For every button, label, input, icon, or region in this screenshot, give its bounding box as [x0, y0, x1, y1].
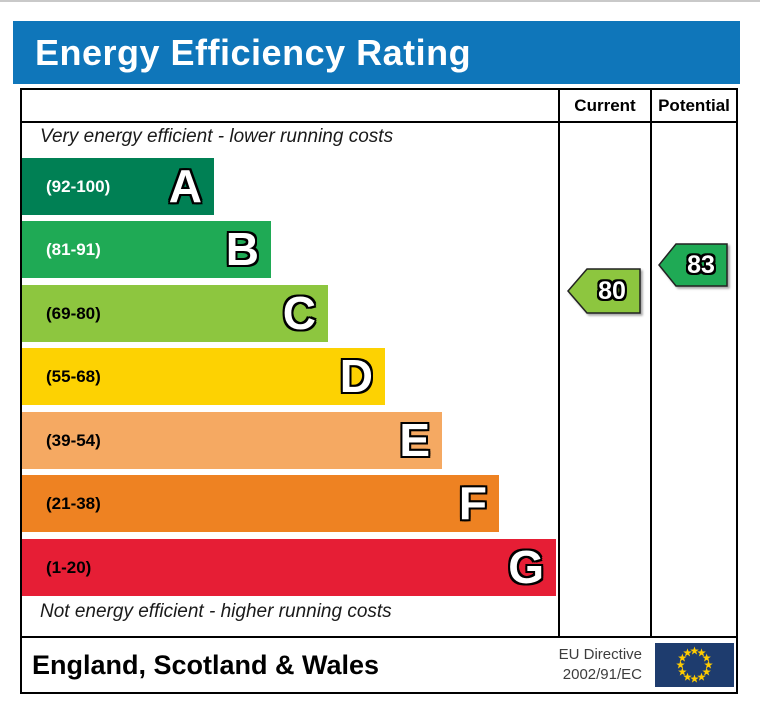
- band-g-letter: G: [508, 541, 544, 593]
- band-e-letter: E: [399, 414, 430, 466]
- current-rating-arrow: 80: [567, 268, 641, 314]
- band-g: (1-20) G: [22, 539, 556, 596]
- band-d-range: (55-68): [46, 367, 101, 386]
- band-a-letter: A: [168, 160, 202, 212]
- band-e-range: (39-54): [46, 431, 101, 450]
- current-column-divider: [558, 90, 560, 638]
- band-f: (21-38) F: [22, 475, 499, 532]
- footer-row: England, Scotland & Wales EU Directive 2…: [22, 638, 736, 692]
- band-a: (92-100) A: [22, 158, 214, 215]
- band-a-range: (92-100): [46, 177, 111, 196]
- page-title: Energy Efficiency Rating: [35, 31, 472, 73]
- band-b-range: (81-91): [46, 240, 101, 259]
- potential-rating-arrow: 83: [658, 243, 728, 287]
- band-b: (81-91) B: [22, 221, 271, 278]
- band-b-letter: B: [225, 223, 259, 275]
- band-d: (55-68) D: [22, 348, 385, 405]
- band-d-letter: D: [339, 350, 373, 402]
- potential-column-divider: [650, 90, 652, 638]
- potential-rating-value: 83: [687, 251, 715, 279]
- band-g-range: (1-20): [46, 558, 92, 577]
- band-c-letter: C: [282, 287, 316, 339]
- region-label: England, Scotland & Wales: [32, 650, 380, 680]
- current-column-header: Current: [574, 96, 636, 115]
- current-rating-value: 80: [598, 277, 626, 305]
- top-note: Very energy efficient - lower running co…: [40, 126, 394, 147]
- eu-directive-label: EU Directive 2002/91/EC: [559, 645, 642, 685]
- footer-separator: [22, 636, 736, 638]
- band-c-range: (69-80): [46, 304, 101, 323]
- bottom-note: Not energy efficient - higher running co…: [40, 601, 392, 622]
- title-bar: Energy Efficiency Rating: [13, 21, 740, 84]
- rating-table: Current Potential Very energy efficient …: [20, 88, 738, 694]
- band-f-range: (21-38): [46, 494, 101, 513]
- band-e: (39-54) E: [22, 412, 442, 469]
- eu-directive-line2: 2002/91/EC: [562, 666, 642, 683]
- header-separator: [22, 121, 736, 123]
- eu-flag-icon: [655, 643, 734, 687]
- band-c: (69-80) C: [22, 285, 328, 342]
- eu-directive-line1: EU Directive: [558, 646, 642, 663]
- top-hairline: [0, 0, 760, 2]
- potential-column-header: Potential: [658, 96, 730, 115]
- band-f-letter: F: [458, 477, 487, 529]
